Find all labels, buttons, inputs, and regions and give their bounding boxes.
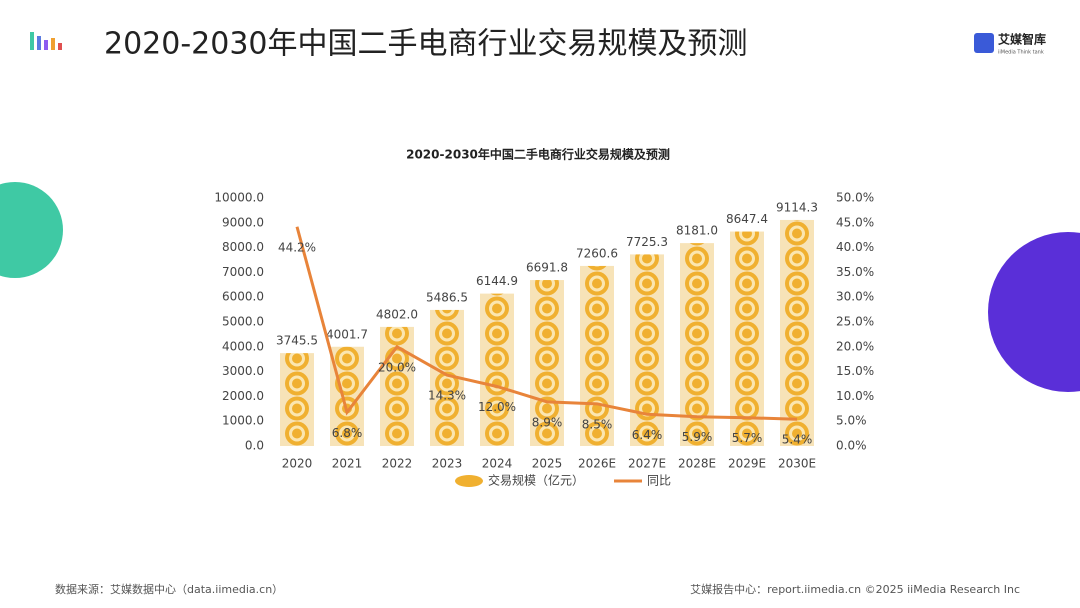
page-title: 2020-2030年中国二手电商行业交易规模及预测 [104, 27, 748, 62]
x-tick-label: 2020 [282, 457, 313, 471]
y-tick-label: 7000.0 [222, 265, 264, 279]
chart-title: 2020-2030年中国二手电商行业交易规模及预测 [406, 147, 670, 162]
logo-icon [974, 33, 994, 53]
y-tick-label: 6000.0 [222, 290, 264, 304]
value-label: 4001.7 [326, 327, 368, 341]
x-tick-label: 2022 [382, 457, 413, 471]
value-label: 4802.0 [376, 307, 418, 321]
y2-tick-label: 35.0% [836, 265, 874, 279]
logo-bars [30, 32, 62, 50]
x-tick-label: 2024 [482, 457, 513, 471]
y-tick-label: 2000.0 [222, 389, 264, 403]
value-label: 12.0% [478, 400, 516, 414]
x-tick-label: 2030E [778, 457, 816, 471]
value-label: 6.4% [632, 428, 663, 442]
y2-tick-label: 15.0% [836, 364, 874, 378]
y2-tick-label: 45.0% [836, 215, 874, 229]
value-label: 8.5% [582, 417, 613, 431]
value-label: 6.8% [332, 426, 363, 440]
value-label: 3745.5 [276, 334, 318, 348]
line [295, 226, 798, 421]
bar [630, 254, 664, 446]
y-tick-label: 3000.0 [222, 364, 264, 378]
x-tick-label: 2027E [628, 457, 666, 471]
y2-tick-label: 30.0% [836, 290, 874, 304]
value-label: 8181.0 [676, 224, 718, 238]
legend-label: 同比 [647, 474, 671, 488]
x-tick-label: 2028E [678, 457, 716, 471]
logo-sub: iiMedia Think tank [998, 50, 1044, 56]
value-label: 6144.9 [476, 274, 518, 288]
y-tick-label: 10000.0 [214, 191, 264, 205]
y-tick-label: 4000.0 [222, 339, 264, 353]
y2-tick-label: 10.0% [836, 389, 874, 403]
y-tick-label: 9000.0 [222, 215, 264, 229]
value-label: 9114.3 [776, 200, 818, 214]
y2-tick-label: 5.0% [836, 414, 867, 428]
value-label: 7725.3 [626, 235, 668, 249]
y-tick-label: 8000.0 [222, 240, 264, 254]
value-label: 44.2% [278, 240, 316, 254]
value-label: 5.7% [732, 431, 763, 445]
bar [480, 293, 514, 446]
y2-tick-label: 40.0% [836, 240, 874, 254]
value-label: 8647.4 [726, 212, 768, 226]
y-tick-label: 0.0 [245, 439, 264, 453]
bar [530, 280, 564, 446]
value-label: 20.0% [378, 360, 416, 374]
bar [780, 219, 814, 446]
x-tick-label: 2025 [532, 457, 563, 471]
y2-tick-label: 0.0% [836, 439, 867, 453]
x-tick-label: 2029E [728, 457, 766, 471]
y2-tick-label: 20.0% [836, 339, 874, 353]
value-label: 5.4% [782, 433, 813, 447]
x-tick-label: 2023 [432, 457, 463, 471]
copyright: 艾媒报告中心：report.iimedia.cn ©2025 iiMedia R… [690, 582, 1020, 596]
value-label: 7260.6 [576, 246, 618, 260]
legend-label: 交易规模（亿元） [488, 473, 584, 488]
bar [730, 231, 764, 446]
value-label: 14.3% [428, 389, 466, 403]
value-label: 5.9% [682, 430, 713, 444]
y-tick-label: 5000.0 [222, 315, 264, 329]
logo-text: 艾媒智库 [998, 32, 1046, 47]
bar [380, 326, 414, 446]
source: 数据来源：艾媒数据中心（data.iimedia.cn） [55, 582, 283, 596]
deco-circle [988, 232, 1080, 392]
y2-tick-label: 50.0% [836, 191, 874, 205]
legend-swatch [455, 475, 483, 487]
deco-circle [0, 182, 63, 278]
bar [680, 243, 714, 446]
y-tick-label: 1000.0 [222, 414, 264, 428]
value-label: 5486.5 [426, 290, 468, 304]
y2-tick-label: 25.0% [836, 315, 874, 329]
value-label: 6691.8 [526, 261, 568, 275]
x-tick-label: 2021 [332, 457, 363, 471]
bar [580, 265, 614, 446]
bar [280, 353, 314, 446]
value-label: 8.9% [532, 415, 563, 429]
x-tick-label: 2026E [578, 457, 616, 471]
